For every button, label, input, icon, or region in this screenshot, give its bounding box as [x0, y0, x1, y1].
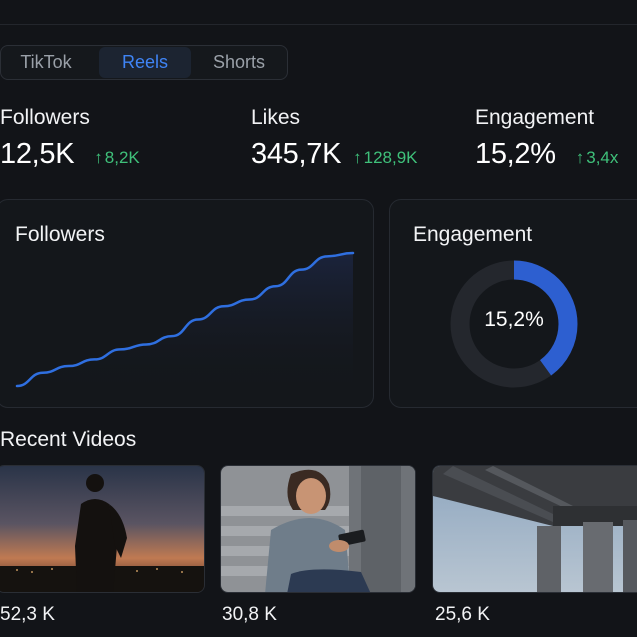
stat-label: Followers: [0, 106, 90, 129]
engagement-percent: 15,2%: [484, 308, 544, 331]
donut-arc: [450, 260, 578, 388]
stat-delta-value: 8,2K: [104, 148, 140, 167]
stat-value: 12,5K: [0, 138, 75, 170]
stat-delta: ↑ 3,4x: [576, 148, 619, 168]
video-thumbnail-image: [433, 466, 637, 592]
tab-tiktok[interactable]: TikTok: [20, 52, 72, 72]
platform-tabs: TikTok Reels Shorts: [0, 45, 288, 80]
stat-delta: ↑ 128,9K: [353, 148, 417, 168]
stat-likes: Likes 345,7K ↑ 128,9K: [251, 106, 418, 171]
arrow-up-icon: ↑: [94, 148, 103, 167]
stat-delta-value: 128,9K: [363, 148, 418, 167]
header-divider: [0, 24, 637, 25]
video-thumbnail-image: [221, 466, 415, 592]
video-thumbnail[interactable]: [0, 465, 205, 593]
tab-shorts[interactable]: Shorts: [212, 52, 266, 72]
stat-label: Likes: [251, 106, 301, 129]
arrow-up-icon: ↑: [575, 148, 585, 167]
stat-delta-value: 3,4x: [586, 148, 619, 167]
stat-engagement: Engagement 15,2% ↑ 3,4x: [475, 106, 618, 171]
video-views: 25,6 K: [435, 604, 490, 625]
video-thumbnail-image: [0, 466, 204, 592]
engagement-donut: [450, 260, 578, 388]
arrow-up-icon: ↑: [353, 148, 362, 167]
video-thumbnail[interactable]: [220, 465, 416, 593]
followers-area: [17, 253, 353, 396]
stat-label: Engagement: [475, 106, 595, 129]
followers-line-chart: [15, 251, 355, 396]
followers-chart-card[interactable]: Followers: [0, 199, 374, 408]
video-thumbnail[interactable]: [432, 465, 637, 593]
followers-line: [15, 251, 355, 388]
stat-value: 345,7K: [251, 138, 342, 170]
stat-delta: ↑ 8,2K: [94, 148, 139, 168]
video-views: 30,8 K: [222, 604, 277, 625]
tab-reels[interactable]: Reels: [99, 47, 191, 78]
card-title: Followers: [15, 223, 105, 246]
engagement-card[interactable]: Engagement 15,2%: [389, 199, 637, 408]
stat-value: 15,2%: [475, 138, 556, 170]
video-views: 52,3 K: [0, 604, 55, 625]
recent-videos-title: Recent Videos: [0, 428, 137, 451]
card-title: Engagement: [413, 223, 533, 246]
stat-followers: Followers 12,5K ↑ 8,2K: [0, 106, 140, 171]
